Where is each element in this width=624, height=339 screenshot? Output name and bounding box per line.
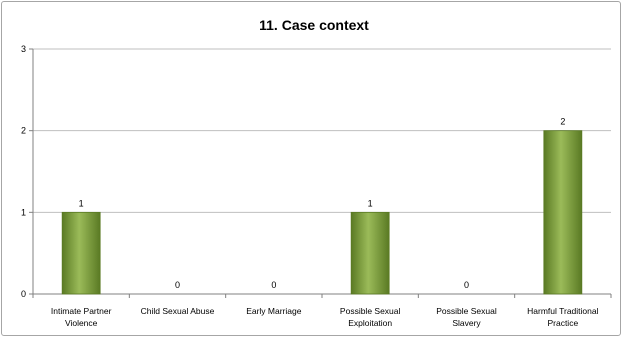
data-label: 0: [175, 280, 180, 290]
gridlines: [33, 48, 611, 213]
data-label: 0: [464, 280, 469, 290]
y-tick-label: 3: [21, 44, 26, 54]
data-label: 0: [271, 280, 276, 290]
axes: [29, 48, 612, 298]
data-label: 1: [79, 198, 84, 208]
data-label: 1: [368, 198, 373, 208]
category-label: Intimate Partner: [51, 306, 112, 316]
category-label: Harmful Traditional: [527, 306, 598, 316]
category-label: Possible Sexual: [436, 306, 497, 316]
y-tick-label: 2: [21, 126, 26, 136]
bar: [543, 130, 583, 295]
bar: [61, 211, 101, 295]
category-label: Practice: [547, 318, 578, 328]
category-label: Exploitation: [348, 318, 392, 328]
category-label: Violence: [65, 318, 98, 328]
y-tick-label: 0: [21, 289, 26, 299]
category-label: Early Marriage: [246, 306, 302, 316]
data-label: 2: [560, 117, 565, 127]
bar: [350, 211, 390, 295]
category-label: Possible Sexual: [340, 306, 401, 316]
category-label: Child Sexual Abuse: [141, 306, 215, 316]
y-tick-label: 1: [21, 207, 26, 217]
chart-title: 11. Case context: [259, 17, 369, 33]
bars: [61, 130, 583, 295]
labels: 0 1 2 3 1 Intimate Partner Violence 0 Child Sexu…: [21, 44, 599, 328]
category-label: Slavery: [452, 318, 481, 328]
